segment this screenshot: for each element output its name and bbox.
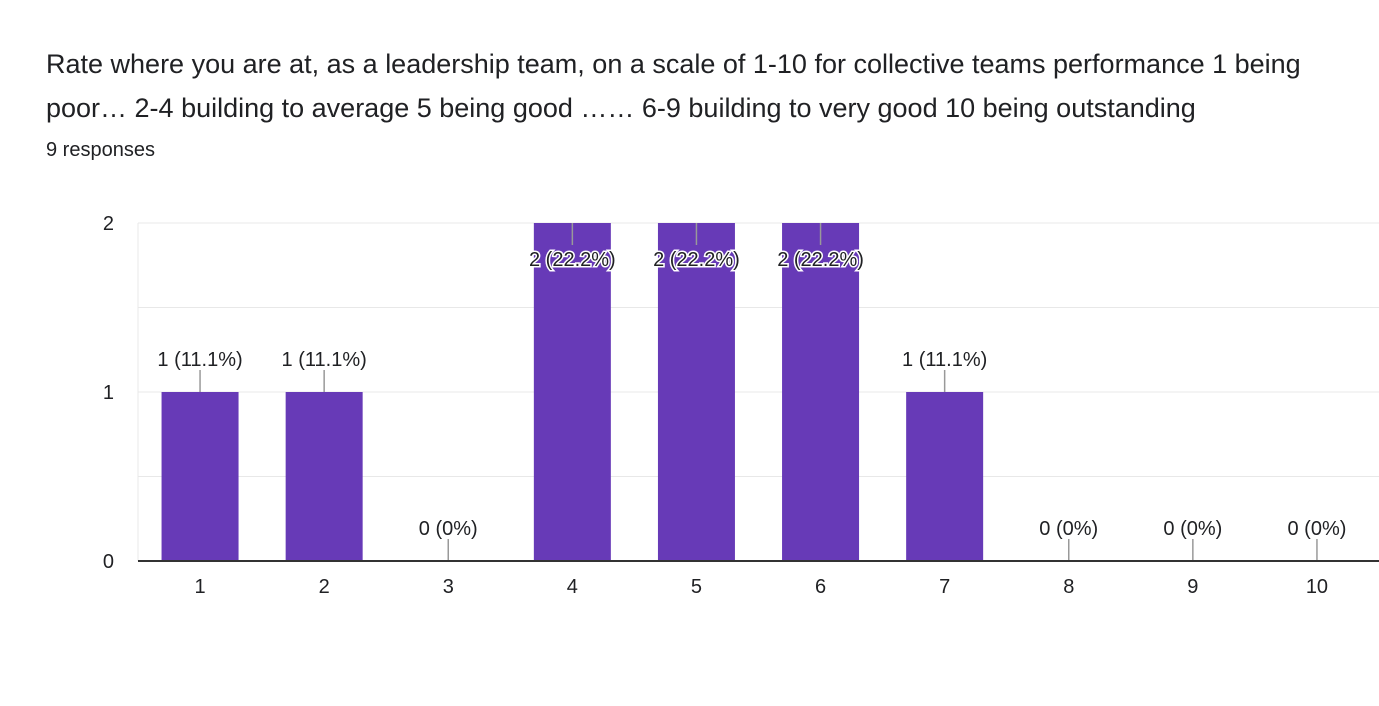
data-label: 0 (0%) — [419, 518, 478, 540]
bar — [657, 223, 735, 561]
data-label: 1 (11.1%) — [282, 349, 367, 371]
bar — [906, 392, 984, 561]
x-tick-label: 10 — [1306, 576, 1328, 598]
data-label: 1 (11.1%) — [902, 349, 987, 371]
x-tick-label: 9 — [1187, 576, 1198, 598]
question-title: Rate where you are at, as a leadership t… — [46, 49, 1301, 123]
question-header: Rate where you are at, as a leadership t… — [46, 42, 1346, 163]
data-label: 0 (0%) — [1039, 518, 1098, 540]
data-label: 2 (22.2%) — [777, 249, 864, 271]
data-label: 2 (22.2%) — [653, 249, 740, 271]
x-tick-label: 6 — [815, 576, 826, 598]
data-label: 1 (11.1%) — [157, 349, 242, 371]
bar — [285, 392, 363, 561]
x-tick-label: 7 — [939, 576, 950, 598]
bar — [161, 392, 239, 561]
data-label: 0 (0%) — [1287, 518, 1346, 540]
y-tick-label: 2 — [103, 213, 114, 235]
x-tick-label: 3 — [443, 576, 454, 598]
x-tick-label: 8 — [1063, 576, 1074, 598]
data-label: 2 (22.2%) — [529, 249, 616, 271]
bar — [533, 223, 611, 561]
x-tick-label: 1 — [194, 576, 205, 598]
data-label: 0 (0%) — [1163, 518, 1222, 540]
bar — [782, 223, 860, 561]
x-tick-label: 5 — [691, 576, 702, 598]
x-tick-label: 4 — [567, 576, 578, 598]
y-tick-label: 0 — [103, 551, 114, 573]
response-count: 9 responses — [46, 139, 155, 161]
x-tick-label: 2 — [319, 576, 330, 598]
y-tick-label: 1 — [103, 382, 114, 404]
